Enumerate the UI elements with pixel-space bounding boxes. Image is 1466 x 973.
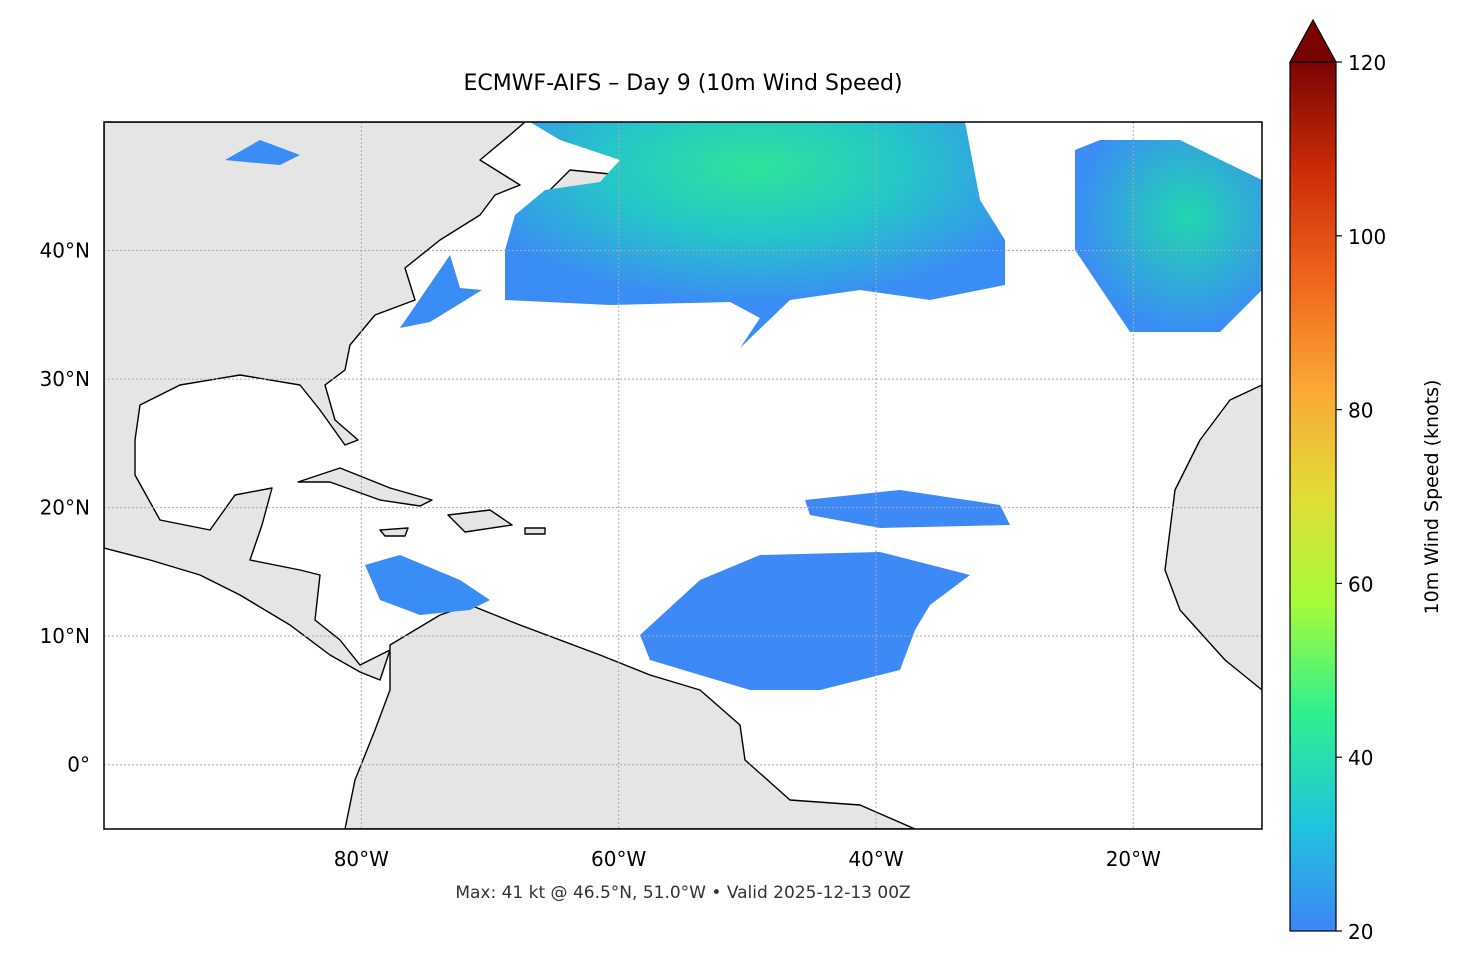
x-tick-label: 80°W [334,847,389,871]
y-tick-label: 30°N [40,367,90,391]
colorbar-extend [1288,18,1338,63]
colorbar-label: 10m Wind Speed (knots) [1421,380,1443,615]
colorbar-tick-label: 120 [1348,51,1386,75]
map-ticks: 80°W 60°W 40°W 20°W 0° 10°N 20°N 30°N 40°N [40,239,1162,871]
x-tick-label: 20°W [1106,847,1161,871]
land [104,122,1262,829]
wind-field [225,122,1262,690]
map-title: ECMWF-AIFS – Day 9 (10m Wind Speed) [463,71,902,96]
colorbar-tick-label: 80 [1348,399,1373,423]
map-area [104,122,1262,829]
colorbar-tick-label: 100 [1348,225,1386,249]
y-tick-label: 0° [67,753,90,777]
map-footer: Max: 41 kt @ 46.5°N, 51.0°W • Valid 2025… [455,883,910,903]
colorbar-bar [1289,61,1337,932]
y-tick-label: 20°N [40,496,90,520]
colorbar-tick-label: 20 [1348,920,1373,944]
colorbar-tick-label: 40 [1348,746,1373,770]
colorbar-tick-label: 60 [1348,572,1373,596]
map-frame [103,121,1263,830]
colorbar: 20 40 60 80 100 120 [1288,18,1386,944]
y-tick-label: 10°N [40,624,90,648]
y-tick-label: 40°N [40,239,90,263]
x-tick-label: 60°W [591,847,646,871]
graticule [104,122,1262,829]
x-tick-label: 40°W [848,847,903,871]
